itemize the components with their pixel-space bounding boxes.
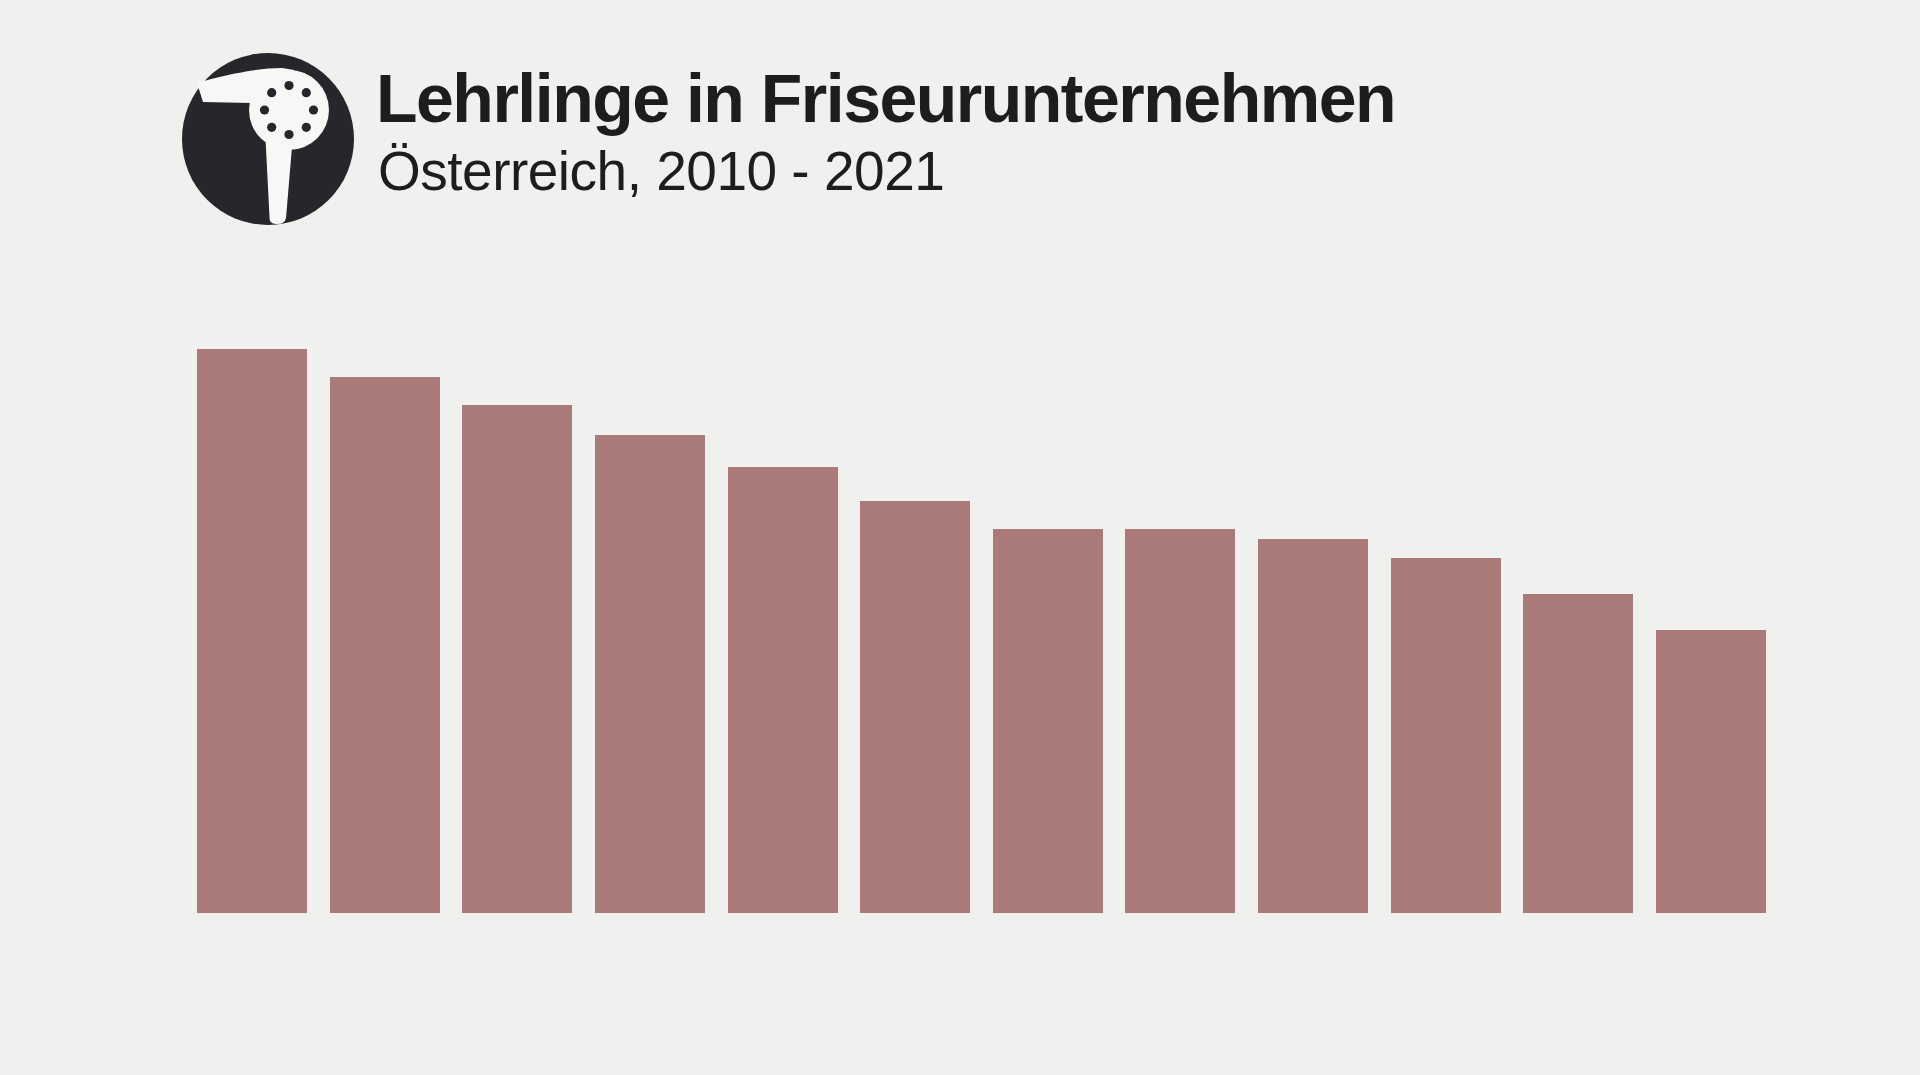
bar-2020	[1523, 594, 1633, 913]
bar-2016	[993, 529, 1103, 913]
bar-2011	[330, 377, 440, 913]
bar-2017	[1125, 529, 1235, 913]
bar-2014	[728, 467, 838, 913]
bar-2013	[595, 435, 705, 913]
bar-2019	[1391, 558, 1501, 913]
bar-2010	[197, 349, 307, 913]
bar-2015	[860, 501, 970, 913]
bar-chart	[197, 0, 1766, 913]
bar-2021	[1656, 630, 1766, 913]
infographic-canvas: Lehrlinge in Friseurunternehmen Österrei…	[0, 0, 1920, 1075]
bar-2018	[1258, 539, 1368, 913]
bar-2012	[462, 405, 572, 913]
